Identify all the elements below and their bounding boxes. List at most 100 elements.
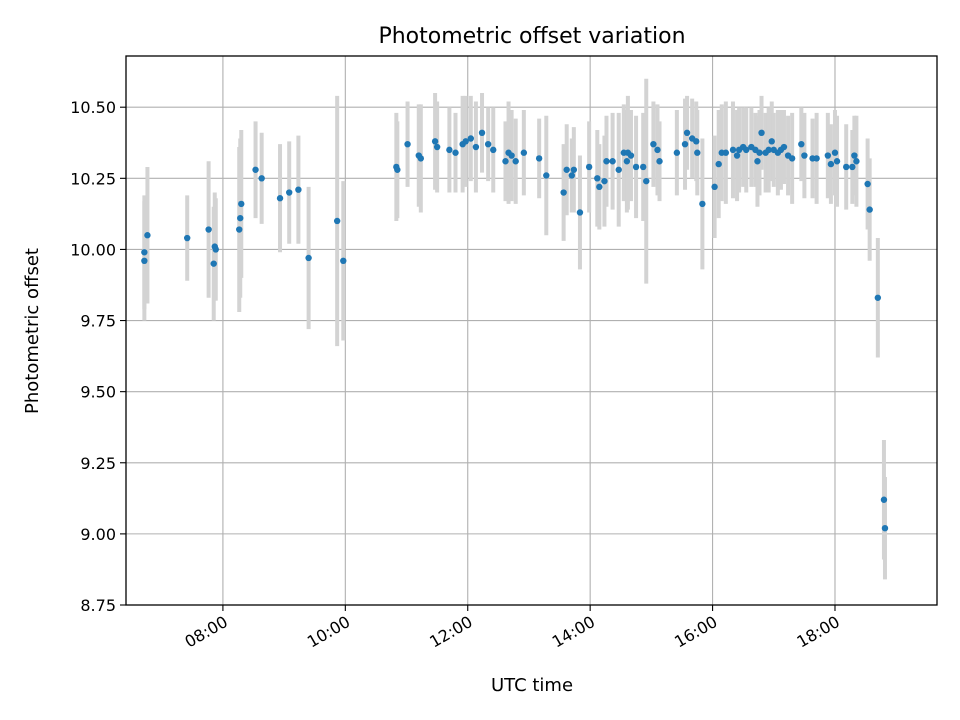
data-point — [535, 155, 543, 162]
data-point — [472, 143, 480, 151]
data-point — [141, 249, 148, 256]
data-point — [699, 200, 706, 208]
data-point — [512, 158, 519, 165]
data-point — [843, 163, 850, 171]
data-point — [693, 138, 700, 145]
y-tick-label: 9.25 — [80, 454, 116, 473]
data-point — [237, 214, 244, 222]
data-point — [431, 138, 439, 145]
data-point — [601, 177, 608, 185]
chart-title: Photometric offset variation — [378, 24, 685, 49]
data-point — [711, 183, 718, 191]
data-point — [743, 146, 750, 154]
data-point — [681, 140, 689, 148]
data-point — [831, 149, 839, 156]
data-point — [627, 152, 635, 159]
data-point — [650, 140, 657, 148]
y-tick-label: 10.00 — [70, 240, 116, 259]
data-point — [694, 149, 701, 156]
data-point — [656, 158, 663, 165]
data-point — [765, 146, 772, 154]
data-point — [508, 152, 515, 159]
data-point — [184, 234, 191, 242]
data-point — [715, 160, 722, 168]
data-point — [467, 135, 475, 142]
data-point — [333, 217, 341, 225]
data-point — [824, 152, 832, 159]
data-point — [570, 166, 578, 173]
data-point — [490, 146, 497, 154]
data-point — [866, 206, 873, 213]
data-points — [141, 129, 889, 532]
data-point — [754, 158, 761, 165]
data-point — [615, 166, 622, 173]
data-point — [849, 163, 856, 171]
data-point — [543, 172, 550, 179]
data-point — [643, 177, 650, 185]
y-tick-label: 9.50 — [80, 383, 116, 402]
data-point — [788, 155, 796, 162]
data-point — [640, 163, 647, 171]
data-point — [295, 186, 302, 193]
data-point — [833, 158, 841, 165]
data-point — [768, 138, 775, 145]
data-point — [722, 149, 730, 156]
data-point — [394, 166, 401, 173]
data-point — [654, 146, 661, 154]
data-point — [446, 146, 453, 154]
data-point — [452, 149, 459, 156]
y-tick-label: 8.75 — [80, 596, 116, 615]
data-point — [238, 200, 245, 208]
x-axis-label: UTC time — [491, 675, 573, 696]
data-point — [585, 163, 593, 171]
data-point — [864, 180, 871, 188]
data-point — [880, 496, 888, 503]
data-point — [276, 195, 284, 202]
y-tick-label: 10.25 — [70, 169, 116, 188]
y-axis-ticks: 8.75 9.00 9.25 9.50 9.75 10.00 10.25 10.50 — [70, 98, 126, 615]
plot-area-frame — [125, 55, 938, 606]
data-point — [594, 175, 601, 182]
data-point — [568, 172, 575, 179]
data-point — [758, 129, 765, 137]
data-point — [560, 189, 567, 196]
data-point — [340, 257, 347, 265]
data-point — [729, 146, 737, 154]
data-point — [576, 209, 584, 216]
data-point — [433, 143, 441, 151]
data-point — [827, 160, 835, 168]
data-point — [144, 232, 151, 239]
y-tick-label: 9.00 — [80, 525, 116, 544]
data-point — [798, 140, 805, 148]
data-point — [484, 140, 492, 148]
data-point — [632, 163, 640, 171]
data-point — [305, 254, 312, 262]
y-tick-label: 9.75 — [80, 312, 116, 331]
data-point — [462, 138, 469, 145]
data-point — [756, 149, 763, 156]
data-point — [404, 140, 411, 148]
data-point — [881, 524, 889, 532]
data-point — [851, 152, 858, 159]
data-point — [609, 158, 616, 165]
data-point — [780, 143, 788, 151]
y-tick-label: 10.50 — [70, 98, 116, 117]
data-point — [210, 260, 217, 267]
data-point — [623, 158, 631, 165]
data-point — [733, 152, 741, 159]
data-point — [212, 246, 219, 253]
data-point — [563, 166, 570, 173]
data-point — [603, 158, 610, 165]
data-point — [141, 257, 148, 265]
data-point — [683, 129, 691, 137]
data-point — [801, 152, 808, 159]
y-axis-label: Photometric offset — [22, 248, 43, 414]
data-point — [258, 175, 265, 182]
data-point — [478, 129, 486, 137]
data-point — [286, 189, 293, 196]
data-point — [673, 149, 681, 156]
data-point — [520, 149, 528, 156]
data-point — [205, 226, 212, 233]
